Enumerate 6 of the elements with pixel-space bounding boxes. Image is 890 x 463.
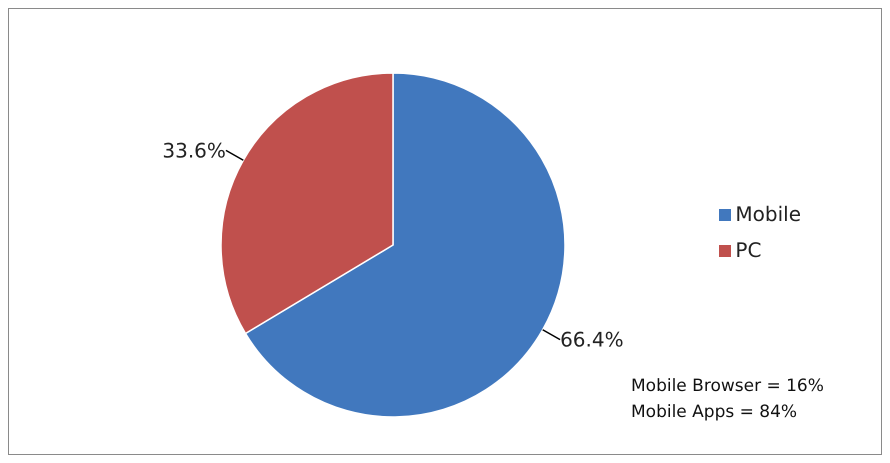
- text: Mobile Apps = 84%: [631, 401, 798, 424]
- text: Mobile Browser = 16%: [631, 375, 824, 398]
- legend-label: PC: [735, 238, 762, 262]
- legend-label: Mobile: [735, 202, 801, 226]
- data-label: 66.4%: [560, 328, 624, 352]
- data-label: 33.6%: [162, 138, 226, 162]
